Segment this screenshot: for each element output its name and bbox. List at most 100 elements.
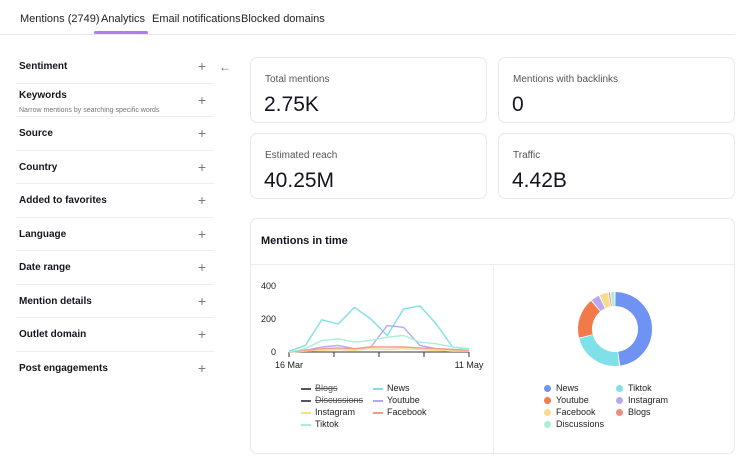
stat-value: 4.42B <box>512 169 567 192</box>
tab-bar: Mentions (2749) Analytics Email notifica… <box>0 0 735 35</box>
legend-item-facebook[interactable]: Facebook <box>373 407 427 417</box>
legend-label: Instagram <box>628 395 669 405</box>
legend-label: Tiktok <box>628 383 652 393</box>
legend-item-blogs[interactable]: Blogs <box>301 383 338 393</box>
stat-label: Estimated reach <box>265 150 338 161</box>
stat-card-backlinks: Mentions with backlinks 0 <box>498 57 735 123</box>
stat-value: 2.75K <box>264 93 319 116</box>
stat-value: 40.25M <box>264 169 335 192</box>
legend-item-tiktok[interactable]: Tiktok <box>301 419 339 429</box>
filter-label: Date range <box>19 262 71 273</box>
legend-item-news[interactable]: News <box>544 383 579 393</box>
legend-item-facebook[interactable]: Facebook <box>544 407 596 417</box>
plus-icon[interactable]: + <box>197 326 206 342</box>
legend-swatch <box>373 387 383 390</box>
series-line-news <box>288 305 470 352</box>
legend-item-news[interactable]: News <box>373 383 410 393</box>
filter-country[interactable]: Country + <box>16 151 214 184</box>
divider <box>251 264 734 265</box>
legend-swatch <box>373 399 383 402</box>
legend-label: News <box>387 383 410 393</box>
legend-swatch <box>544 385 551 393</box>
tab-mentions[interactable]: Mentions (2749) <box>20 13 100 25</box>
filter-label: Country <box>19 161 58 173</box>
donut-slice-facebook <box>599 292 611 309</box>
legend-item-instagram[interactable]: Instagram <box>616 395 668 405</box>
legend-item-instagram[interactable]: Instagram <box>301 407 355 417</box>
stat-label: Mentions with backlinks <box>513 74 619 85</box>
filter-date-range[interactable]: Date range + <box>16 251 214 285</box>
filter-label: Source <box>19 128 53 139</box>
legend-label: Discussions <box>556 419 605 429</box>
plus-icon[interactable]: + <box>197 91 206 108</box>
plus-icon[interactable]: + <box>197 192 206 208</box>
filter-added-to-favorites[interactable]: Added to favorites + <box>16 184 214 218</box>
legend-label: Discussions <box>315 395 364 405</box>
filter-label: Keywords <box>19 89 67 101</box>
donut-slice-news <box>614 292 652 366</box>
legend-swatch <box>616 397 623 405</box>
plus-icon[interactable]: + <box>197 125 206 141</box>
chart-card-title: Mentions in time <box>261 235 348 247</box>
arrow-left-icon[interactable]: ← <box>219 60 231 74</box>
stat-value: 0 <box>512 93 524 116</box>
legend-swatch <box>544 421 551 429</box>
filter-description: Narrow mentions by searching specific wo… <box>19 106 160 114</box>
filter-label: Sentiment <box>19 61 68 72</box>
plus-icon[interactable]: + <box>197 225 206 242</box>
legend-label: News <box>556 383 579 393</box>
legend-swatch <box>301 411 311 414</box>
legend-item-discussions[interactable]: Discussions <box>301 395 363 405</box>
donut-slice-youtube <box>578 300 601 338</box>
legend-label: Youtube <box>556 395 589 405</box>
filter-source[interactable]: Source + <box>16 117 214 151</box>
tab-email-notifications[interactable]: Email notifications <box>152 13 241 25</box>
stat-label: Traffic <box>513 150 541 161</box>
filter-language[interactable]: Language + <box>16 218 214 251</box>
series-line-instagram <box>288 347 469 353</box>
legend-label: Tiktok <box>315 419 339 429</box>
plus-icon[interactable]: + <box>197 359 206 376</box>
x-tick-label: 16 Mar <box>275 360 303 370</box>
donut-chart-legend: News Tiktok Youtube Instagram Facebook Blogs D… <box>494 381 736 441</box>
x-tick-label: 11 May <box>455 360 484 370</box>
filter-label: Post engagements <box>19 362 108 374</box>
filter-mention-details[interactable]: Mention details + <box>16 285 214 318</box>
plus-icon[interactable]: + <box>197 259 206 275</box>
legend-item-blogs[interactable]: Blogs <box>616 407 651 417</box>
filter-label: Mention details <box>19 295 92 307</box>
legend-label: Blogs <box>315 383 338 393</box>
legend-swatch <box>301 387 311 390</box>
legend-label: Youtube <box>387 395 420 405</box>
mentions-in-time-card: Mentions in time 0 200 400 16 Mar 11 May Blo… <box>250 218 735 454</box>
legend-swatch <box>544 397 551 405</box>
legend-label: Instagram <box>315 407 356 417</box>
divider <box>493 265 494 453</box>
plus-icon[interactable]: + <box>197 58 206 74</box>
legend-item-discussions[interactable]: Discussions <box>544 419 604 429</box>
legend-item-youtube[interactable]: Youtube <box>544 395 589 405</box>
legend-swatch <box>301 423 311 426</box>
legend-label: Facebook <box>387 407 427 417</box>
filter-keywords[interactable]: Keywords Narrow mentions by searching sp… <box>16 84 214 117</box>
legend-label: Facebook <box>556 407 596 417</box>
legend-item-youtube[interactable]: Youtube <box>373 395 420 405</box>
legend-swatch <box>301 399 311 402</box>
tab-blocked-domains[interactable]: Blocked domains <box>241 13 325 25</box>
filter-label: Added to favorites <box>19 195 107 206</box>
tab-analytics[interactable]: Analytics <box>101 13 146 25</box>
filter-outlet-domain[interactable]: Outlet domain + <box>16 318 214 352</box>
line-chart-legend: Blogs News Discussions Youtube Instagram Face… <box>251 381 493 441</box>
legend-item-tiktok[interactable]: Tiktok <box>616 383 652 393</box>
donut-slice-tiktok <box>579 334 620 366</box>
plus-icon[interactable]: + <box>197 292 206 309</box>
legend-swatch <box>616 409 623 417</box>
plus-icon[interactable]: + <box>197 158 206 175</box>
stat-card-estimated-reach: Estimated reach 40.25M <box>250 133 487 199</box>
filter-post-engagements[interactable]: Post engagements + <box>16 352 214 386</box>
series-line-tiktok <box>288 334 470 353</box>
stat-card-total-mentions: Total mentions 2.75K <box>250 57 487 123</box>
stat-card-traffic: Traffic 4.42B <box>498 133 735 199</box>
filter-sentiment[interactable]: Sentiment + <box>16 50 214 84</box>
line-chart: 0 200 400 16 Mar 11 May <box>261 281 484 370</box>
